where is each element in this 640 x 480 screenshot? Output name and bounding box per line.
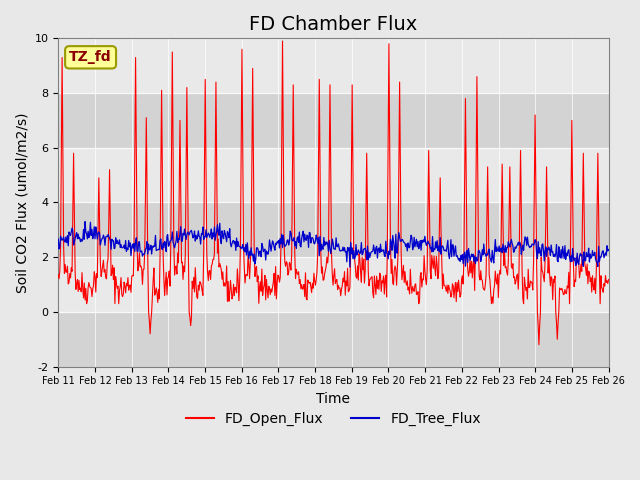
Legend: FD_Open_Flux, FD_Tree_Flux: FD_Open_Flux, FD_Tree_Flux	[180, 407, 486, 432]
X-axis label: Time: Time	[316, 392, 351, 406]
Bar	[58, 257, 609, 312]
Bar	[58, 38, 609, 93]
Title: FD Chamber Flux: FD Chamber Flux	[250, 15, 417, 34]
Y-axis label: Soil CO2 Flux (umol/m2/s): Soil CO2 Flux (umol/m2/s)	[15, 112, 29, 293]
Bar	[58, 148, 609, 203]
Text: TZ_fd: TZ_fd	[69, 50, 112, 64]
